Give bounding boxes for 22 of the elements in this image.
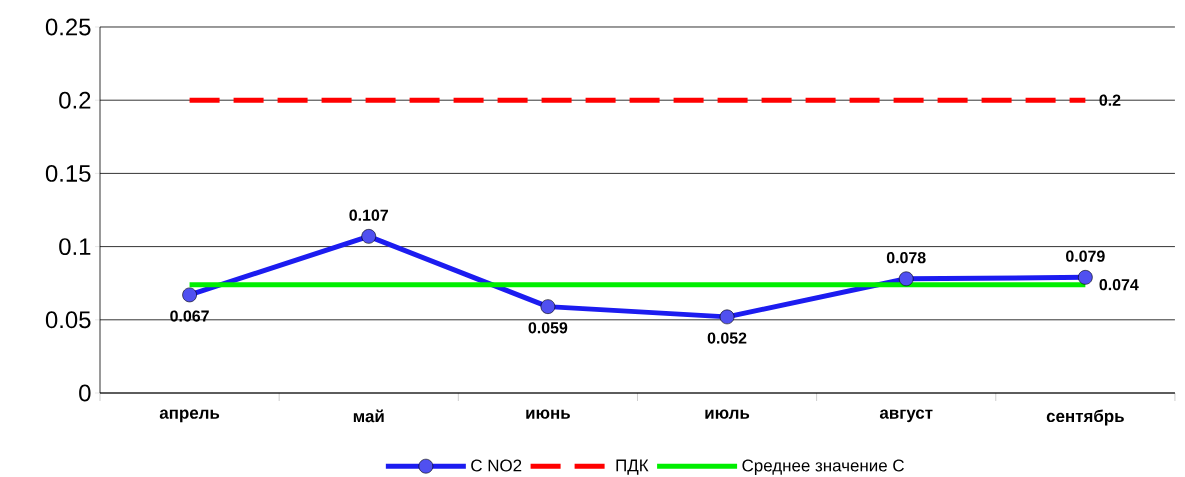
data-label: 0.059 <box>528 322 568 334</box>
y-tick-label: 0.15 <box>45 164 91 182</box>
x-tick-label: сентябрь <box>1046 409 1124 426</box>
data-label: 0.107 <box>349 209 388 221</box>
x-tick-label: июнь <box>526 409 570 419</box>
legend-label: Среднее значение C <box>742 459 904 475</box>
x-tick-label: август <box>879 409 933 423</box>
x-tick-label: июль <box>705 409 750 419</box>
y-tick-label: 0.1 <box>59 238 91 256</box>
x-tick-label: май <box>353 409 384 423</box>
data-label: 0.078 <box>886 252 926 264</box>
y-tick-label: 0.05 <box>45 311 91 329</box>
data-label: 0.052 <box>707 332 747 344</box>
y-tick-label: 0.25 <box>45 18 91 36</box>
y-tick-label: 0.2 <box>59 91 91 109</box>
legend-label: C NO2 <box>471 459 522 472</box>
data-label: 0.079 <box>1066 250 1105 262</box>
data-label: 0.2 <box>1099 94 1121 106</box>
legend-label: ПДК <box>616 459 649 475</box>
y-tick-label: 0 <box>79 384 91 402</box>
x-tick-label: апрель <box>159 409 220 423</box>
data-label: 0.074 <box>1099 279 1139 291</box>
